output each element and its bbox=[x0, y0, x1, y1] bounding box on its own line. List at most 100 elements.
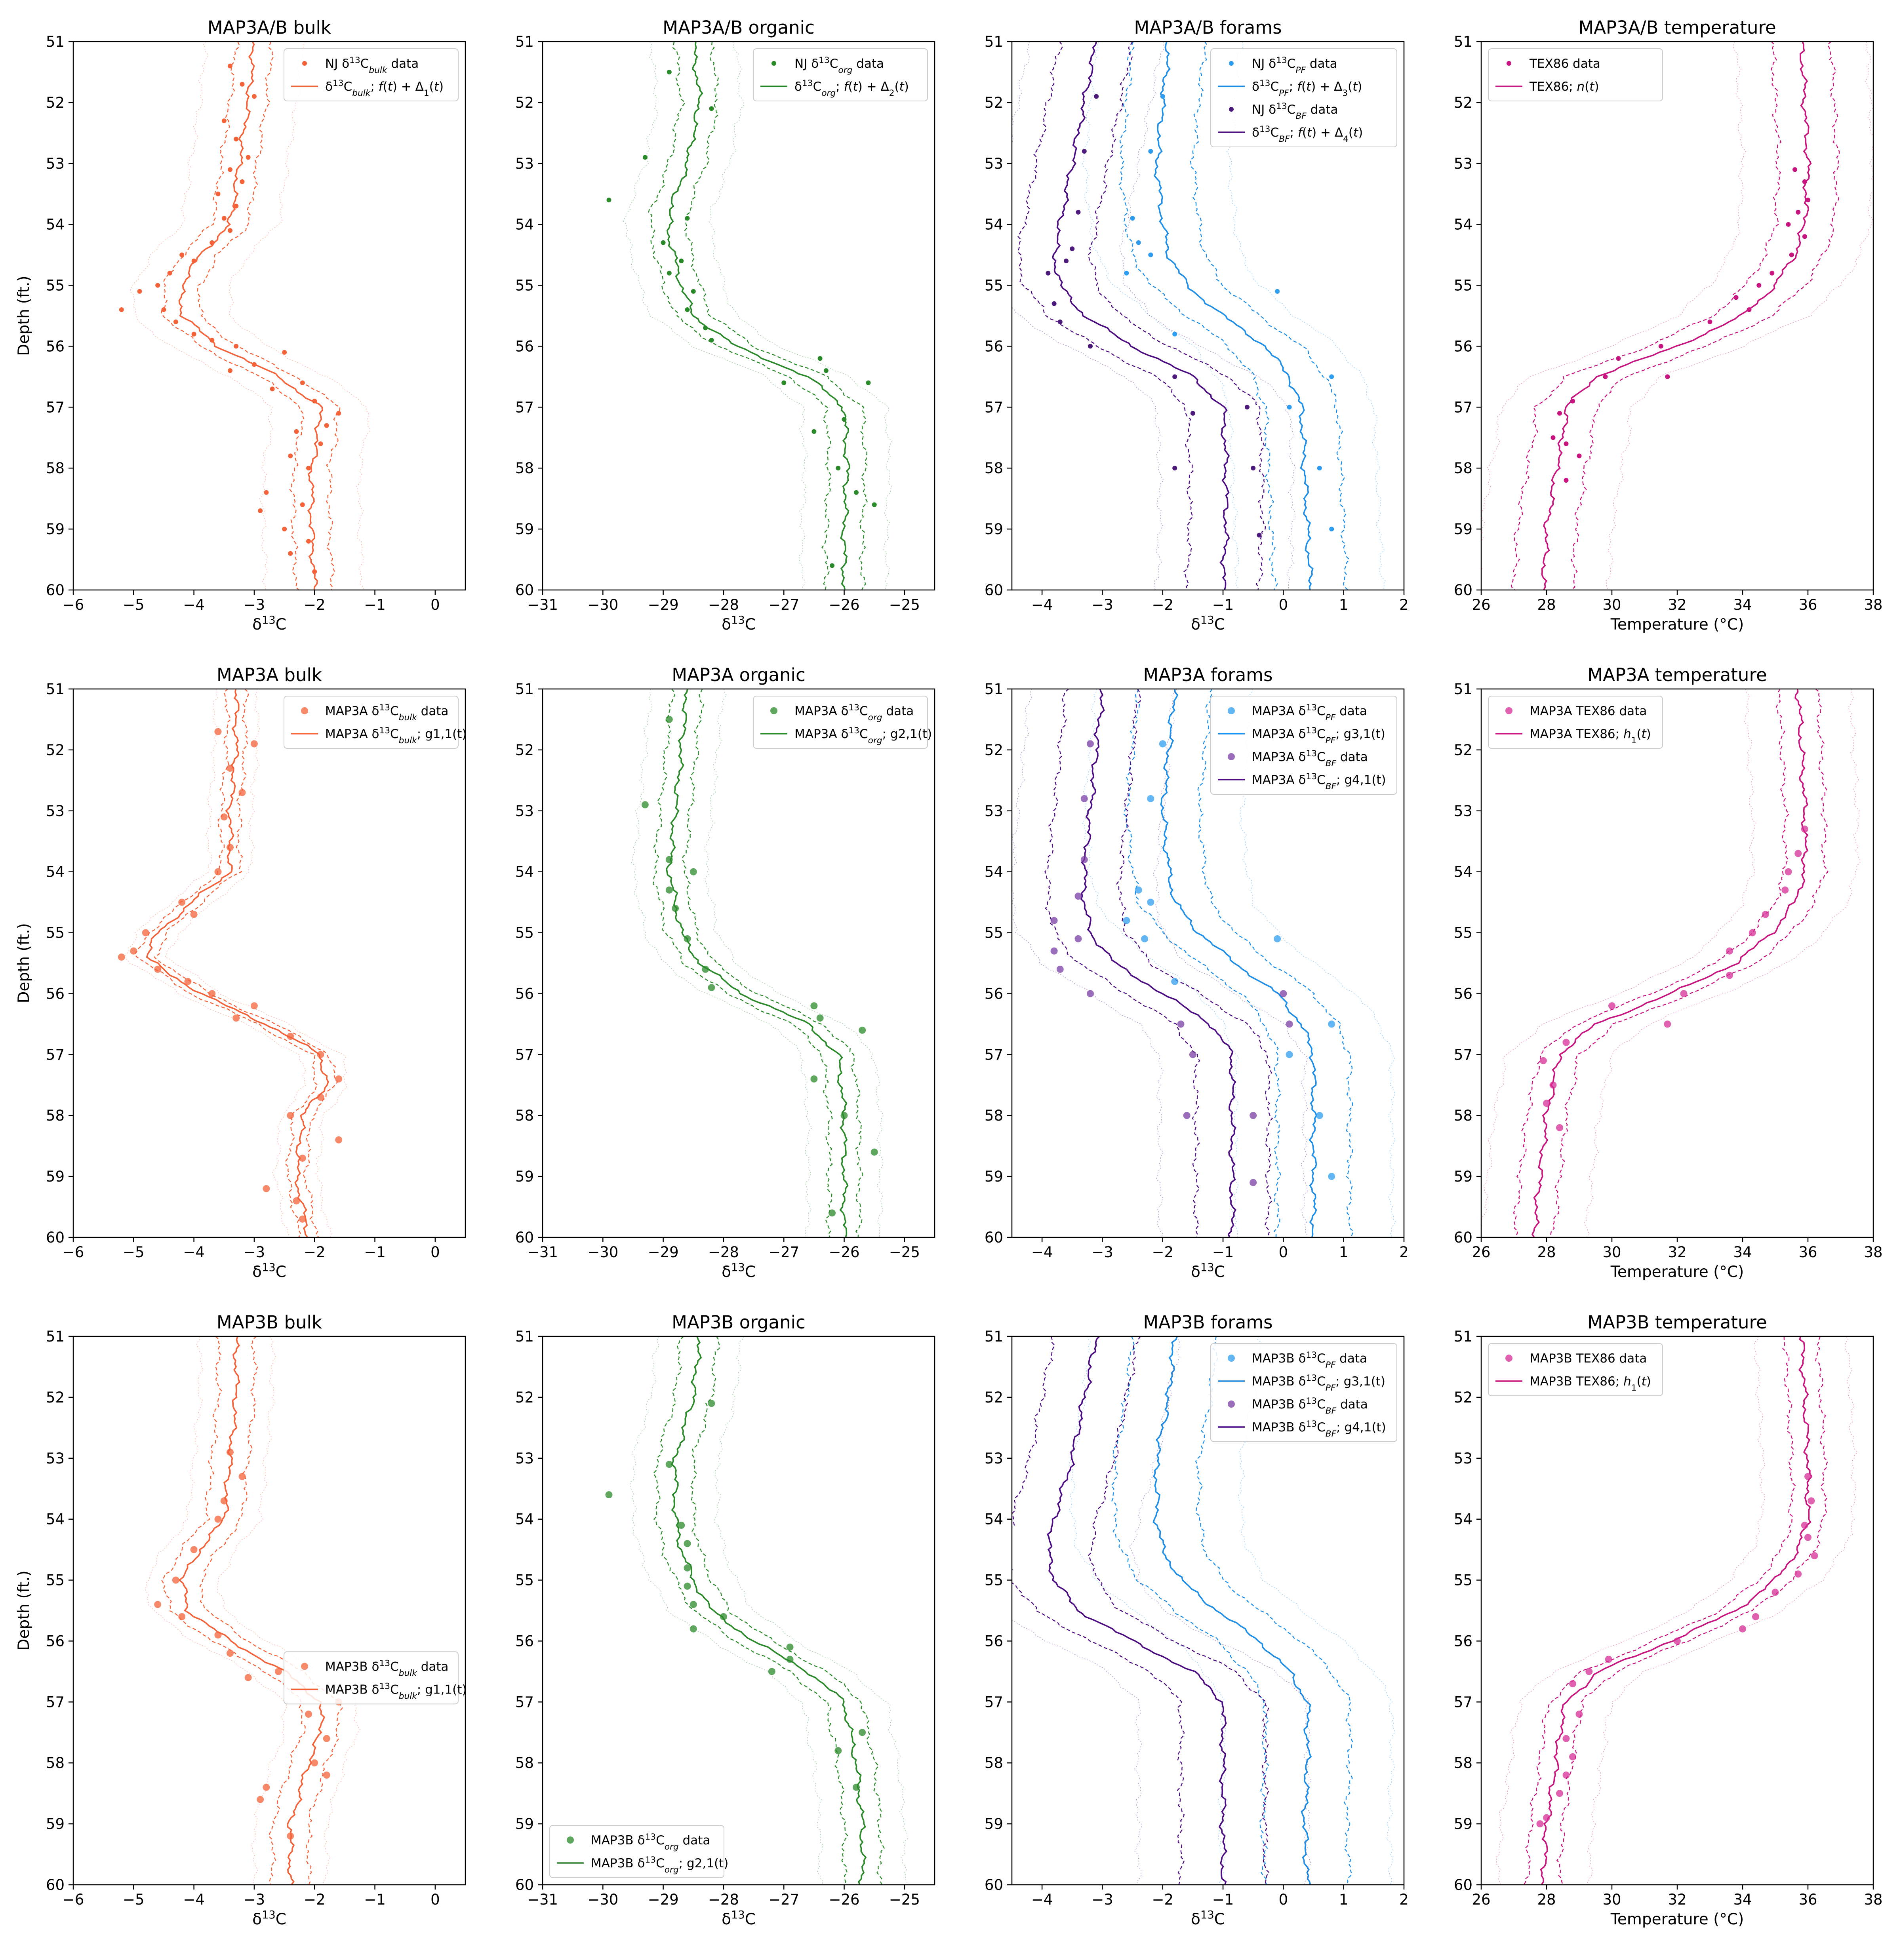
y-tick-label: 56 bbox=[1454, 1633, 1472, 1650]
model-median-line bbox=[178, 1336, 326, 1885]
data-point bbox=[251, 94, 257, 99]
model-median-line bbox=[671, 1336, 867, 1885]
data-point bbox=[228, 63, 232, 69]
y-tick-label: 52 bbox=[985, 1389, 1003, 1406]
data-point bbox=[1274, 935, 1281, 942]
data-point bbox=[214, 728, 222, 735]
data-point bbox=[1087, 740, 1094, 748]
model-inner-right-line bbox=[199, 1336, 343, 1885]
x-tick-label: 1 bbox=[1339, 1891, 1349, 1908]
y-tick-label: 60 bbox=[1454, 1229, 1472, 1246]
data-point bbox=[840, 1112, 848, 1119]
x-tick-label: −1 bbox=[1212, 1891, 1234, 1908]
data-point bbox=[311, 1759, 318, 1767]
data-point bbox=[781, 380, 787, 385]
y-tick-label: 58 bbox=[46, 460, 65, 477]
y-tick-label: 56 bbox=[515, 1633, 534, 1650]
data-point bbox=[1046, 270, 1051, 276]
data-point bbox=[274, 1668, 282, 1675]
model-inner-right-line bbox=[1197, 689, 1354, 1237]
data-point bbox=[665, 886, 673, 894]
data-point bbox=[667, 270, 672, 276]
model-outer-left-line bbox=[145, 1336, 287, 1885]
data-point bbox=[1051, 301, 1057, 306]
data-point bbox=[836, 466, 841, 471]
data-point bbox=[606, 198, 611, 203]
y-tick-label: 52 bbox=[46, 94, 65, 111]
y-tick-label: 51 bbox=[985, 1328, 1003, 1345]
y-tick-label: 52 bbox=[985, 94, 1003, 111]
data-point bbox=[1792, 167, 1797, 172]
data-point bbox=[1160, 94, 1165, 99]
x-tick-label: 32 bbox=[1668, 596, 1686, 613]
x-tick-label: −31 bbox=[527, 1891, 558, 1908]
legend: MAP3A δ13Cbulk data MAP3A δ13Cbulk; g1,1(… bbox=[284, 696, 467, 749]
legend-marker bbox=[770, 707, 777, 714]
chart-title: MAP3A/B bulk bbox=[208, 17, 331, 38]
y-tick-label: 60 bbox=[46, 1876, 65, 1893]
y-tick-label: 58 bbox=[46, 1107, 65, 1124]
y-tick-label: 59 bbox=[985, 1168, 1003, 1185]
data-point bbox=[184, 978, 192, 985]
data-point bbox=[288, 453, 293, 459]
x-tick-label: −31 bbox=[527, 1244, 558, 1261]
data-point bbox=[1280, 990, 1287, 997]
x-tick-label: 26 bbox=[1472, 1244, 1490, 1261]
y-tick-label: 58 bbox=[515, 1754, 534, 1772]
data-point bbox=[1190, 411, 1195, 416]
x-tick-label: 34 bbox=[1733, 1891, 1752, 1908]
y-tick-label: 52 bbox=[515, 94, 534, 111]
x-tick-label: 36 bbox=[1798, 1891, 1817, 1908]
legend-box bbox=[1210, 48, 1397, 147]
data-point bbox=[1562, 1772, 1570, 1779]
data-point bbox=[1074, 892, 1082, 900]
data-point bbox=[324, 423, 329, 428]
model-outer-right-line bbox=[714, 1336, 908, 1885]
data-point bbox=[1749, 929, 1756, 936]
axes-frame bbox=[542, 41, 935, 591]
x-tick-label: 28 bbox=[1537, 1891, 1556, 1908]
model-outer-left-line bbox=[629, 1336, 824, 1885]
x-tick-label: 0 bbox=[430, 1244, 440, 1261]
panel-map3a-forams: −4 −3 −2 −1 0 1 2 51 52 53 54 55 56 57 58 59 60 MAP3A for… bbox=[985, 664, 1409, 1281]
x-tick-label: −1 bbox=[1212, 596, 1234, 613]
chart-title: MAP3A/B forams bbox=[1134, 17, 1282, 38]
y-tick-label: 54 bbox=[46, 864, 65, 881]
y-tick-label: 55 bbox=[46, 1572, 65, 1589]
model-outer-right-line bbox=[1152, 689, 1308, 1237]
axes-frame bbox=[542, 688, 935, 1238]
data-point bbox=[299, 1154, 306, 1162]
data-point bbox=[210, 338, 215, 343]
model-inner-right-line bbox=[1571, 42, 1840, 590]
data-point bbox=[1801, 1522, 1808, 1529]
data-point bbox=[190, 911, 198, 918]
legend-label: MAP3A δ13Corg data bbox=[794, 703, 914, 723]
x-tick-label: −2 bbox=[304, 1891, 326, 1908]
x-tick-label: 36 bbox=[1798, 596, 1817, 613]
y-tick-label: 52 bbox=[515, 1389, 534, 1406]
y-tick-label: 56 bbox=[985, 985, 1003, 1002]
x-tick-label: 30 bbox=[1602, 1891, 1621, 1908]
model-median-line bbox=[1160, 689, 1317, 1237]
x-tick-label: −25 bbox=[889, 1891, 920, 1908]
data-point bbox=[1251, 466, 1256, 471]
x-tick-label: −28 bbox=[708, 596, 739, 613]
y-tick-label: 58 bbox=[1454, 1107, 1472, 1124]
data-point bbox=[1088, 344, 1093, 349]
data-point bbox=[1177, 1020, 1185, 1028]
x-axis-label: δ13C bbox=[722, 1909, 756, 1929]
legend-box bbox=[1210, 1343, 1397, 1442]
y-tick-label: 54 bbox=[985, 864, 1003, 881]
data-point bbox=[208, 990, 216, 997]
x-tick-label: −27 bbox=[768, 1891, 799, 1908]
x-tick-label: −5 bbox=[123, 1244, 145, 1261]
y-tick-label: 53 bbox=[1454, 155, 1472, 172]
legend-label: δ13Cbulk; f(t) + Δ1(t) bbox=[325, 78, 444, 98]
chart-title: MAP3A organic bbox=[672, 664, 806, 685]
data-point bbox=[1250, 1179, 1257, 1186]
data-point bbox=[768, 1668, 775, 1675]
panel-map3b-bulk: −6 −5 −4 −3 −2 −1 0 51 52 53 54 55 56 57 58 59 60 MAP3B b… bbox=[15, 1312, 467, 1928]
x-tick-label: −29 bbox=[648, 1891, 679, 1908]
data-point bbox=[842, 417, 847, 422]
legend-label: MAP3A δ13CPF; g3,1(t) bbox=[1252, 726, 1385, 746]
